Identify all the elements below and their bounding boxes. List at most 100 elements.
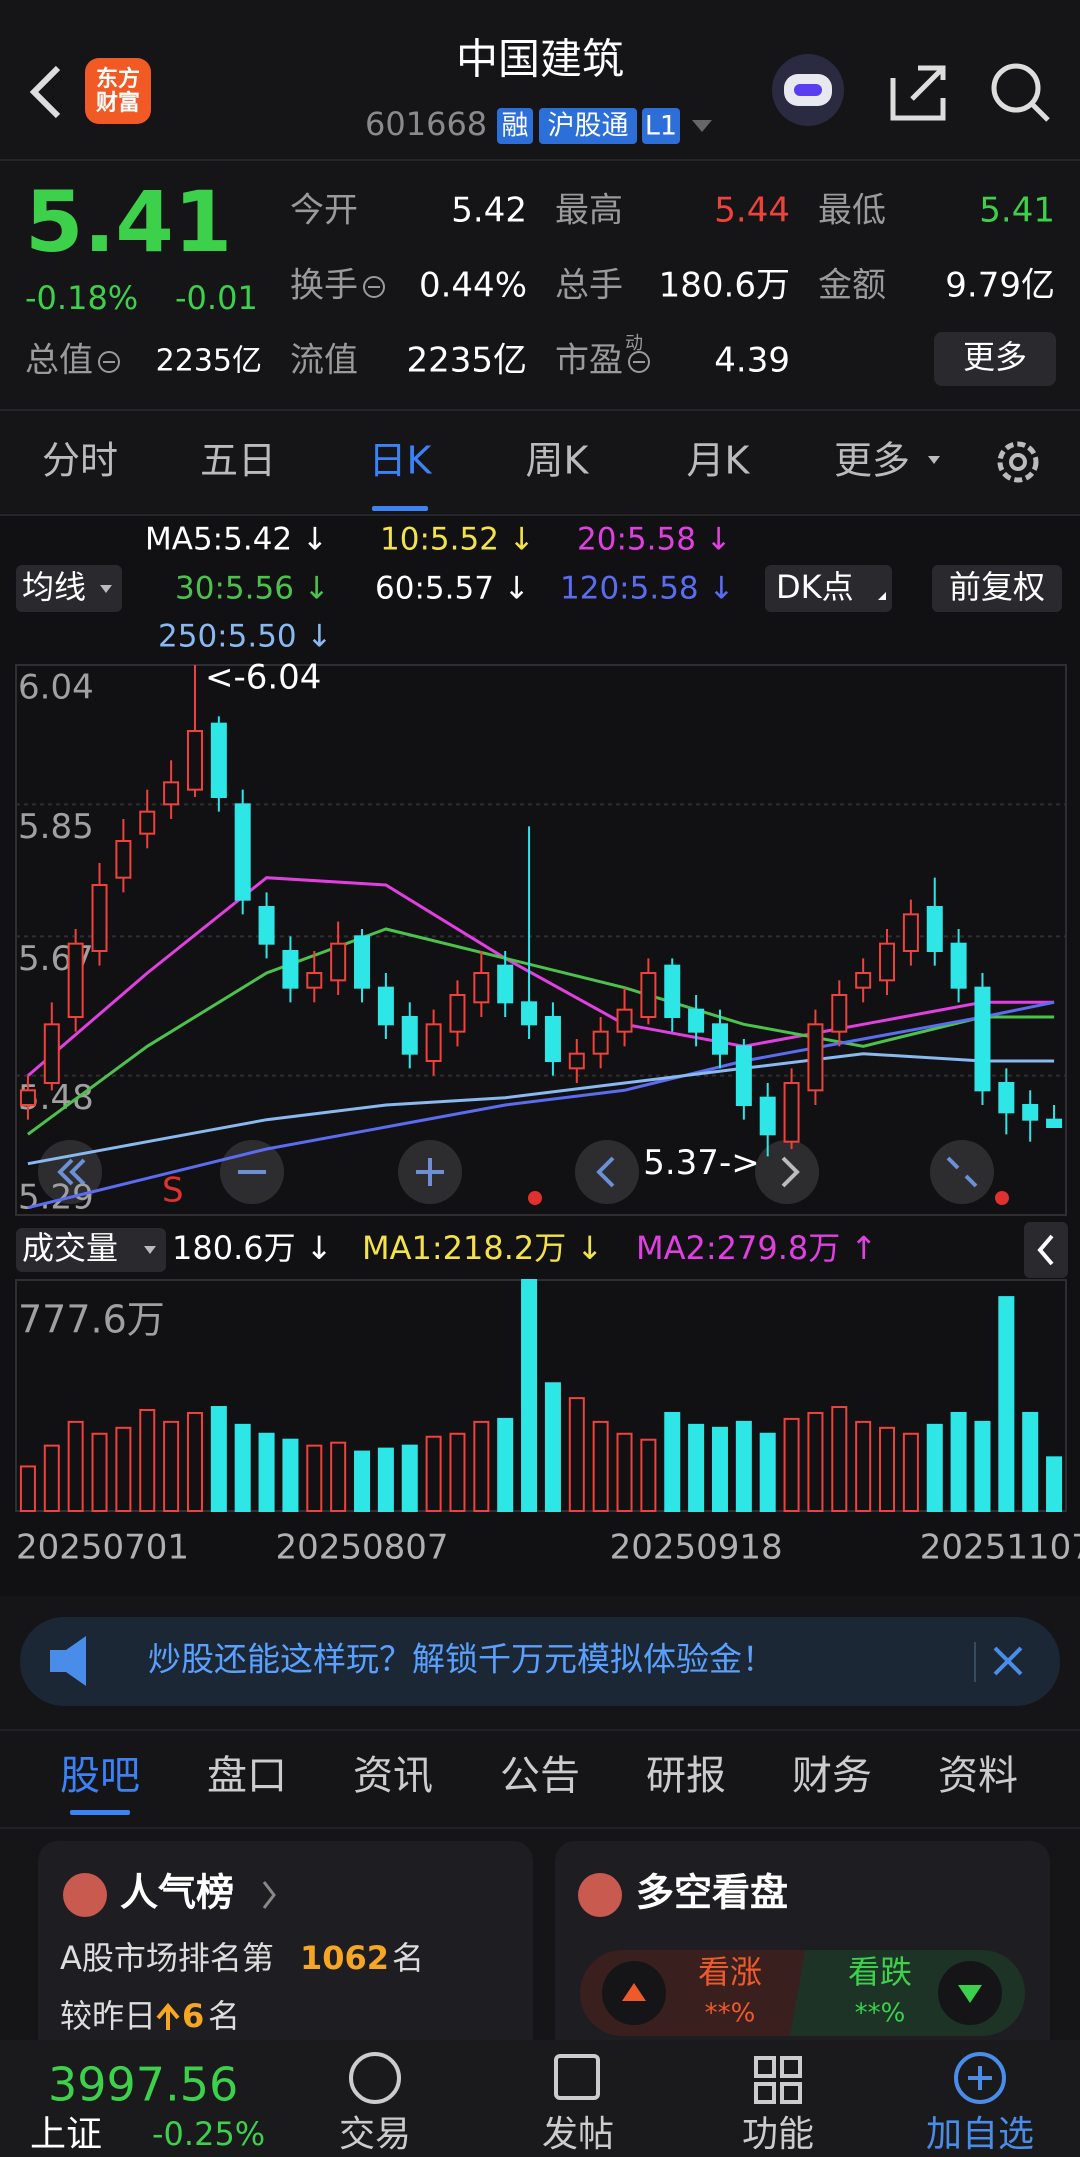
volume-title: 成交量 <box>22 1229 118 1267</box>
tag <box>642 108 680 144</box>
candle-body <box>139 810 156 835</box>
nav-item[interactable]: 交易 <box>339 2114 411 2155</box>
nav-item[interactable]: 加自选 <box>926 2114 1034 2155</box>
candle-body <box>664 964 681 1019</box>
dk-button-text: DK点 <box>776 568 854 606</box>
y-tick-label: 5.85 <box>18 807 94 847</box>
candle-body <box>950 942 967 989</box>
card-text: 名 <box>208 1997 240 2035</box>
ad-text[interactable]: 炒股还能这样玩？解锁千万元模拟体验金！ <box>148 1640 775 1679</box>
ad-close[interactable] <box>993 1646 1023 1676</box>
section-tab[interactable]: 盘口 <box>207 1753 287 1799</box>
nav-item[interactable]: 发帖 <box>542 2114 614 2155</box>
info-icon <box>628 351 650 373</box>
rewind-icon <box>57 1158 86 1186</box>
candle-body <box>354 935 371 989</box>
volume-frame <box>15 1279 1067 1512</box>
up-arrow <box>156 2002 180 2030</box>
volume-bar <box>879 1426 896 1513</box>
trade-icon[interactable] <box>349 2052 401 2104</box>
y-tick-label: 6.04 <box>18 668 94 708</box>
code-dropdown[interactable] <box>692 120 712 132</box>
signal-marker: S <box>162 1171 184 1211</box>
period-tab[interactable]: 月K <box>687 439 751 483</box>
candle-body <box>43 1023 60 1085</box>
volume-bar <box>807 1411 824 1513</box>
period-tab[interactable]: 分时 <box>42 439 118 483</box>
volume-button[interactable] <box>16 1228 166 1272</box>
volume-bar <box>43 1444 60 1512</box>
volume-bar <box>163 1420 180 1513</box>
share-icon[interactable] <box>890 65 946 121</box>
change-percent: -0.18% <box>25 279 138 317</box>
candle-body <box>497 964 514 1004</box>
volume-bar <box>330 1441 347 1513</box>
section-tab[interactable]: 研报 <box>646 1753 726 1799</box>
field-value: 5.44 <box>714 191 790 231</box>
prev-button[interactable] <box>575 1140 639 1204</box>
tab-dropdown <box>928 456 940 464</box>
candle-body <box>425 1023 442 1063</box>
section-tab[interactable]: 公告 <box>500 1753 580 1799</box>
bull-label: 看涨 <box>698 1953 762 1991</box>
section-tab[interactable]: 资讯 <box>353 1753 433 1799</box>
fullscreen-button[interactable] <box>930 1140 994 1204</box>
candle-body <box>688 1008 705 1033</box>
post-icon[interactable] <box>554 2054 600 2100</box>
ad-banner[interactable] <box>20 1617 1060 1706</box>
dropdown <box>100 585 112 593</box>
field-value: 5.41 <box>979 191 1055 231</box>
card-text: A股市场排名第 <box>60 1939 274 1977</box>
assistant-eyes <box>794 84 822 96</box>
tag-text: 融 <box>502 111 529 142</box>
add-plus <box>968 2066 992 2090</box>
section-tab[interactable]: 资料 <box>938 1753 1018 1799</box>
expand-icon <box>946 1156 978 1188</box>
volume-bar <box>19 1465 36 1513</box>
period-tab[interactable]: 五日 <box>200 439 276 483</box>
more-button[interactable] <box>934 332 1056 386</box>
field-value: 4.39 <box>714 341 790 381</box>
period-tab[interactable]: 更多 <box>834 439 910 483</box>
period-tab[interactable]: 周K <box>526 439 590 483</box>
volume-bar <box>401 1444 418 1512</box>
ma-button[interactable] <box>16 565 122 612</box>
volume-bar <box>115 1426 132 1513</box>
volume-bar <box>735 1420 752 1513</box>
candle-body <box>449 994 466 1033</box>
settings-icon[interactable] <box>997 441 1039 483</box>
candle-body <box>234 803 251 901</box>
event-dot <box>528 1191 542 1205</box>
nav-item[interactable]: 功能 <box>742 2114 814 2155</box>
bottom-nav <box>0 2040 1080 2157</box>
next-button[interactable] <box>755 1140 819 1204</box>
ma-legend: 10:5.52 ↓ <box>380 522 535 558</box>
candle-body <box>807 1023 824 1092</box>
section-tab[interactable]: 财务 <box>792 1753 872 1799</box>
volume-bar <box>544 1382 561 1512</box>
back-button[interactable] <box>29 65 61 119</box>
period-tab[interactable]: 日K <box>369 439 433 483</box>
field-value: 180.6万 <box>659 266 790 306</box>
volume-ma-legend: MA1:218.2万 ↓ <box>362 1229 603 1267</box>
tag-text: 沪股通 <box>548 111 629 142</box>
volume-bar <box>91 1432 108 1512</box>
add-icon[interactable] <box>954 2052 1006 2104</box>
candle-body <box>640 972 657 1018</box>
card-text: 名 <box>392 1939 424 1977</box>
ma-legend: 250:5.50 ↓ <box>158 619 332 655</box>
volume-bar <box>497 1417 514 1512</box>
collapse-button[interactable] <box>1024 1222 1068 1278</box>
search-icon[interactable] <box>991 63 1041 113</box>
vs-icon <box>578 1873 622 1917</box>
y-tick-label: 5.29 <box>18 1178 94 1218</box>
dk-button[interactable] <box>765 565 892 612</box>
function-icon[interactable] <box>754 2056 802 2104</box>
adjust-button-text: 前复权 <box>949 568 1045 606</box>
volume-bar <box>258 1432 275 1512</box>
candle-body <box>19 1089 36 1107</box>
volume-bar <box>902 1432 919 1512</box>
adjust-button[interactable] <box>932 565 1062 612</box>
section-tab[interactable]: 股吧 <box>60 1753 140 1799</box>
